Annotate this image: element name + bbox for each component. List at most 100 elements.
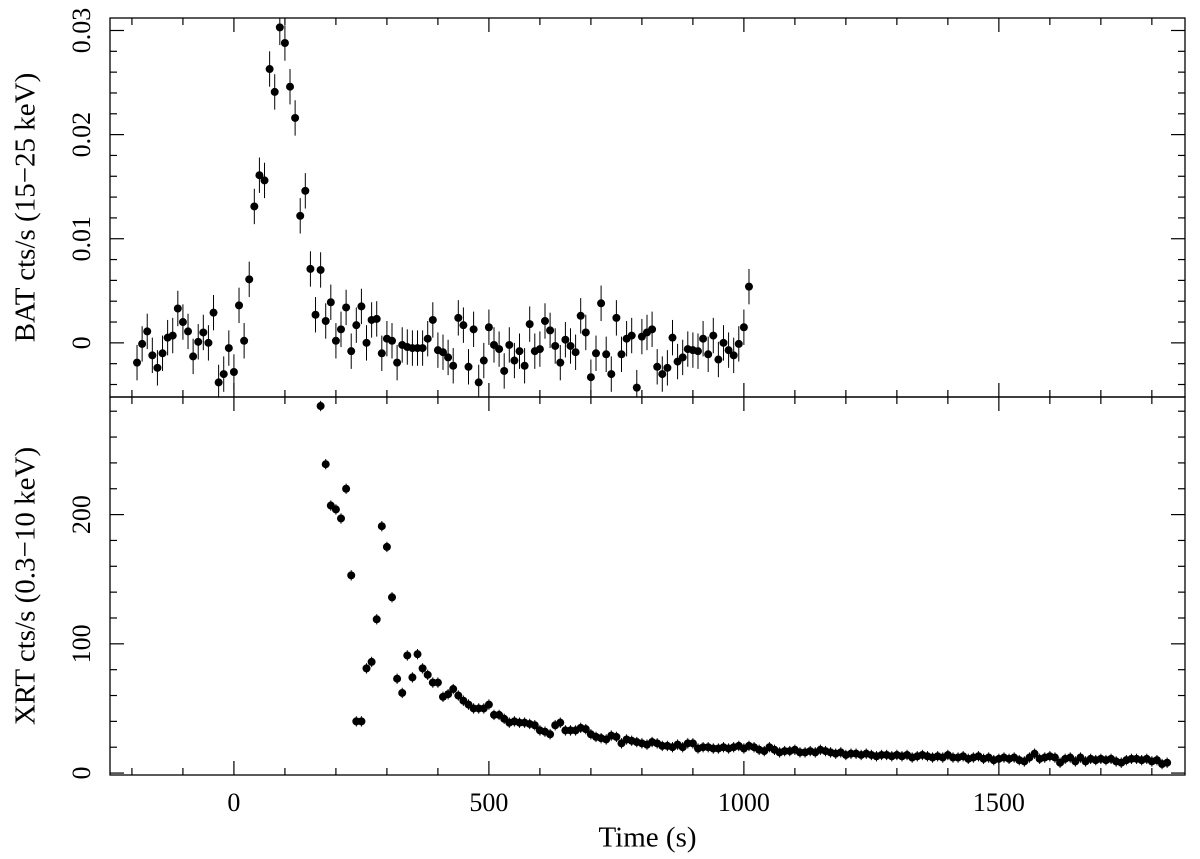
x-tick-label: 0 — [227, 788, 240, 817]
data-point — [500, 366, 509, 375]
data-point — [612, 313, 621, 322]
x-tick-label: 1500 — [973, 788, 1025, 817]
data-point — [372, 314, 381, 323]
data-point — [724, 346, 733, 355]
data-point — [209, 308, 218, 317]
x-tick-label: 500 — [469, 788, 508, 817]
data-point — [393, 358, 402, 367]
data-point — [591, 349, 600, 358]
data-point — [347, 347, 356, 356]
data-point — [510, 356, 519, 365]
data-point — [362, 338, 371, 347]
y-tick-label: 0 — [67, 767, 96, 780]
y-tick-label: 0.01 — [67, 216, 96, 262]
y-tick-label: 200 — [67, 495, 96, 534]
data-point — [1050, 753, 1059, 762]
data-point — [178, 318, 187, 327]
data-point — [240, 336, 249, 345]
data-point — [357, 717, 366, 726]
data-point — [331, 505, 340, 514]
data-point — [316, 402, 325, 411]
data-point — [286, 82, 295, 91]
data-point — [377, 522, 386, 531]
data-point — [423, 670, 432, 679]
x-tick-label: 1000 — [718, 788, 770, 817]
data-point — [168, 331, 177, 340]
data-point — [393, 674, 402, 683]
data-point — [576, 311, 585, 320]
data-point — [454, 313, 463, 322]
data-point — [693, 347, 702, 356]
data-point — [204, 338, 213, 347]
data-point — [337, 514, 346, 523]
data-point — [439, 348, 448, 357]
data-point — [546, 326, 555, 335]
plot-frame — [109, 17, 1186, 398]
plot-frame — [109, 396, 1186, 776]
data-point — [301, 186, 310, 195]
data-point — [515, 347, 524, 356]
data-point — [311, 310, 320, 319]
data-point — [632, 383, 641, 392]
data-point — [551, 341, 560, 350]
data-point — [627, 331, 636, 340]
data-point — [357, 302, 366, 311]
data-point — [602, 350, 611, 359]
data-point — [219, 370, 228, 379]
data-point — [367, 657, 376, 666]
data-point — [469, 325, 478, 334]
data-point — [245, 275, 254, 284]
data-point — [133, 358, 142, 367]
data-point — [321, 316, 330, 325]
data-point — [540, 316, 549, 325]
data-point — [546, 730, 555, 739]
data-point — [1030, 749, 1039, 758]
y-tick-label: 0 — [67, 336, 96, 349]
data-point — [229, 368, 238, 377]
data-point — [495, 345, 504, 354]
data-point — [148, 351, 157, 360]
data-point — [653, 362, 662, 371]
data-point — [224, 344, 233, 353]
data-point — [250, 202, 259, 211]
data-point — [158, 349, 167, 358]
data-point — [296, 211, 305, 220]
data-point — [153, 363, 162, 372]
data-point — [607, 370, 616, 379]
data-point — [729, 351, 738, 360]
data-point — [199, 328, 208, 337]
data-point — [464, 362, 473, 371]
data-point — [362, 664, 371, 673]
data-point — [581, 328, 590, 337]
data-point — [260, 176, 269, 185]
data-point — [1163, 758, 1172, 767]
data-point — [403, 651, 412, 660]
y-axis-title: BAT cts/s (15−25 keV) — [10, 73, 42, 343]
data-point — [556, 718, 565, 727]
data-point — [388, 336, 397, 345]
data-point — [581, 725, 590, 734]
data-point — [530, 721, 539, 730]
data-point — [505, 340, 514, 349]
data-point — [433, 678, 442, 687]
data-point — [214, 378, 223, 387]
data-point — [413, 650, 422, 659]
data-point — [663, 363, 672, 372]
data-point — [444, 353, 453, 362]
data-point — [617, 350, 626, 359]
data-point — [678, 353, 687, 362]
data-point — [714, 355, 723, 364]
data-point — [138, 339, 147, 348]
data-point — [612, 732, 621, 741]
data-point — [255, 171, 264, 180]
data-point — [699, 334, 708, 343]
data-point — [398, 688, 407, 697]
data-point — [709, 331, 718, 340]
data-point — [326, 298, 335, 307]
data-point — [235, 301, 244, 310]
data-point — [428, 315, 437, 324]
data-point — [566, 341, 575, 350]
data-point — [556, 358, 565, 367]
data-point — [173, 304, 182, 313]
